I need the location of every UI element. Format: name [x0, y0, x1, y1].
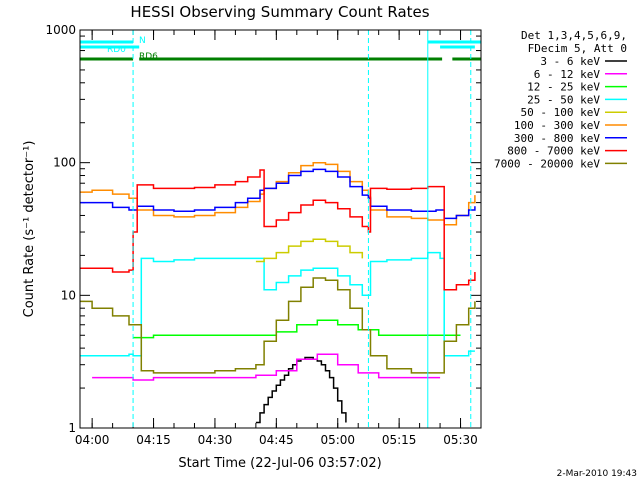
y-tick-label: 1 — [68, 421, 76, 435]
y-tick-label: 10 — [61, 288, 76, 302]
legend-label-5: 100 - 300 keV — [514, 119, 600, 132]
flag-label-n: N — [139, 36, 146, 46]
series-line-8 — [80, 277, 476, 374]
x-tick-label: 04:30 — [198, 433, 233, 447]
x-tick-label: 05:15 — [382, 433, 417, 447]
vline-layer — [132, 30, 472, 428]
flag-layer: N RD0 RD6 — [80, 36, 481, 62]
series-line-6 — [80, 168, 476, 220]
flag-label-rd0: RD0 — [107, 45, 126, 55]
x-tick-label: 04:00 — [75, 433, 110, 447]
legend-label-0: 3 - 6 keV — [540, 55, 600, 68]
chart-title: HESSI Observing Summary Count Rates — [130, 3, 429, 21]
series-line-3 — [80, 251, 475, 357]
date-stamp: 2-Mar-2010 19:43 — [557, 469, 637, 479]
y-axis-label: Count Rate (s⁻¹ detector⁻¹) — [22, 141, 37, 318]
legend-header-line: FDecim 5, Att 0 — [528, 42, 627, 55]
legend: Det 1,3,4,5,6,9,FDecim 5, Att 03 - 6 keV… — [494, 29, 627, 170]
x-tick-label: 05:30 — [443, 433, 478, 447]
legend-header-line: Det 1,3,4,5,6,9, — [521, 29, 627, 42]
legend-label-6: 300 - 800 keV — [514, 132, 600, 145]
series-line-0 — [255, 356, 347, 424]
series-line-1 — [92, 353, 441, 381]
x-tick-label: 05:00 — [320, 433, 355, 447]
series-line-5 — [80, 161, 476, 226]
x-tick-label: 04:45 — [259, 433, 294, 447]
legend-label-4: 50 - 100 keV — [521, 106, 601, 119]
legend-label-1: 6 - 12 keV — [534, 68, 601, 81]
legend-label-2: 12 - 25 keV — [527, 81, 600, 94]
plot-frame — [79, 29, 482, 429]
x-axis-label: Start Time (22-Jul-06 03:57:02) — [178, 456, 381, 471]
legend-label-3: 25 - 50 keV — [527, 93, 600, 106]
x-tick-label: 04:15 — [136, 433, 171, 447]
legend-label-8: 7000 - 20000 keV — [494, 157, 600, 170]
series-line-7 — [80, 169, 476, 291]
series-line-2 — [133, 319, 461, 339]
flag-label-rd6: RD6 — [139, 52, 158, 62]
series-line-4 — [255, 238, 364, 263]
y-tick-label: 1000 — [45, 23, 76, 37]
y-tick-label: 100 — [53, 156, 76, 170]
legend-label-7: 800 - 7000 keV — [507, 145, 600, 158]
series-layer — [80, 161, 476, 424]
axis-layer: 1 10 100 1000 04:00 04:15 04:30 04:45 05:00 05:15… — [45, 23, 482, 447]
